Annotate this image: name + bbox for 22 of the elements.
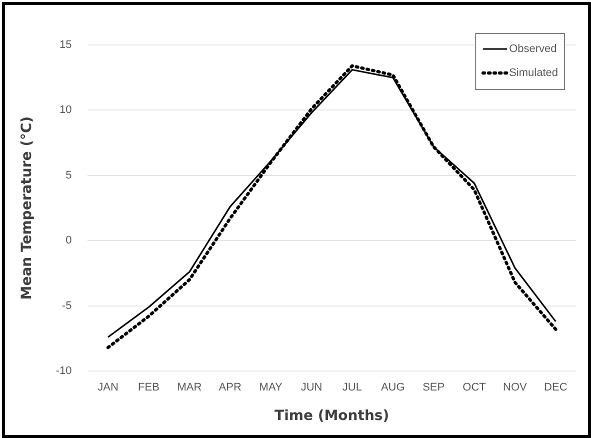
x-tick-label: NOV xyxy=(503,382,528,394)
legend-label: Simulated xyxy=(509,67,558,80)
y-axis-title: Mean Temperature (°C) xyxy=(19,116,36,300)
x-tick-label: AUG xyxy=(380,382,405,394)
x-tick-label: DEC xyxy=(544,382,568,394)
y-tick-label: -5 xyxy=(62,300,72,312)
y-tick-label: 0 xyxy=(66,234,72,247)
x-axis-title: Time (Months) xyxy=(274,408,390,424)
x-tick-label: JAN xyxy=(98,382,118,394)
x-tick-label: MAR xyxy=(177,382,202,394)
x-tick-label: JUL xyxy=(342,382,362,394)
x-tick-label: MAY xyxy=(259,382,283,394)
x-tick-label: SEP xyxy=(422,382,445,394)
x-tick-label: APR xyxy=(218,382,242,394)
y-tick-label: 15 xyxy=(59,39,72,52)
y-tick-label: 5 xyxy=(66,169,72,182)
legend-label: Observed xyxy=(509,43,557,56)
x-tick-label: OCT xyxy=(462,382,486,394)
y-tick-label: 10 xyxy=(59,104,72,116)
x-tick-label: FEB xyxy=(138,382,160,394)
x-tick-label: JUN xyxy=(300,382,322,394)
y-tick-label: -10 xyxy=(56,365,72,378)
